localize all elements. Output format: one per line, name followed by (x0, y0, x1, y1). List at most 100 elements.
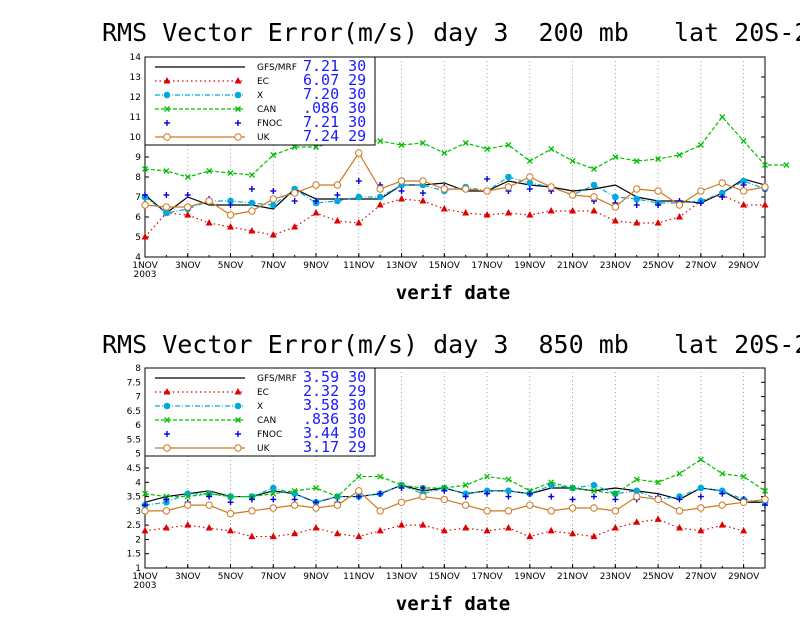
data-point (718, 189, 726, 197)
data-point (184, 174, 191, 180)
y-tick-label: 5 (135, 450, 141, 460)
x-tick-label: 15NOV (429, 261, 461, 271)
legend-label: X (257, 402, 263, 412)
data-point (547, 183, 555, 191)
data-point (163, 388, 171, 395)
data-point (235, 120, 241, 126)
data-point (461, 501, 470, 509)
data-point (526, 501, 534, 509)
data-point (590, 207, 598, 214)
data-point (590, 504, 598, 512)
data-point (504, 507, 513, 515)
data-point (205, 501, 213, 509)
y-tick-label: 6 (135, 213, 141, 223)
data-point (654, 219, 662, 226)
data-point (184, 501, 192, 509)
data-point (206, 493, 213, 500)
series-can (142, 456, 768, 500)
data-point (269, 484, 277, 492)
data-point (483, 526, 491, 534)
data-point (718, 521, 726, 528)
legend-box (144, 367, 376, 457)
legend-stat: 2.32 29 (303, 382, 366, 400)
data-point (227, 493, 234, 500)
y-tick-label: 13 (130, 73, 141, 83)
data-point (462, 209, 470, 216)
data-point (761, 495, 769, 504)
legend-label: EC (257, 77, 269, 87)
data-point (719, 194, 726, 200)
data-point (547, 207, 555, 214)
data-point (719, 114, 726, 120)
legend-entry: EC 2.32 29 (155, 382, 366, 400)
legend-entry: FNOC 3.44 30 (164, 424, 366, 442)
data-point (526, 173, 534, 181)
x-tick-label: 3NOV (175, 261, 201, 271)
data-point (569, 207, 577, 214)
data-point (355, 493, 362, 500)
data-point (654, 495, 662, 504)
data-point (590, 532, 598, 540)
y-tick-label: 1 (135, 564, 141, 574)
data-point (739, 187, 748, 195)
data-point (291, 529, 299, 537)
data-point (376, 201, 384, 208)
legend-label: FNOC (257, 430, 282, 440)
y-tick-label: 6 (135, 421, 141, 431)
data-point (462, 482, 469, 489)
legend-stat: .836 30 (303, 410, 366, 428)
data-point (419, 197, 427, 204)
legend-box (144, 56, 376, 146)
data-point (142, 192, 148, 198)
data-point (569, 529, 577, 537)
data-point (655, 156, 662, 162)
data-point (611, 203, 620, 211)
x-tick-label: 3NOV (175, 572, 201, 582)
data-point (312, 524, 320, 531)
data-point (568, 504, 577, 512)
data-point (718, 501, 726, 509)
data-point (164, 106, 170, 112)
legend: GFS/MRF 3.59 30 EC 2.32 29 X 3.58 30 CAN .836 3… (144, 367, 376, 457)
data-point (355, 532, 363, 540)
data-point (376, 185, 384, 193)
data-point (633, 219, 641, 226)
series-fnoc (142, 485, 768, 509)
series-uk (141, 149, 769, 219)
legend-entry: UK 7.24 29 (155, 127, 366, 145)
y-tick-label: 3.5 (127, 493, 141, 503)
data-point (355, 473, 362, 480)
data-point (441, 487, 448, 494)
data-point (163, 444, 171, 452)
data-point (483, 187, 491, 195)
x-tick-label: 13NOV (386, 261, 418, 271)
x-tick-label: 5NOV (218, 261, 244, 271)
data-point (270, 490, 277, 497)
data-point (398, 521, 406, 528)
legend-entry: GFS/MRF 3.59 30 (155, 368, 366, 386)
data-point (313, 198, 320, 204)
data-point (142, 490, 148, 497)
x-tick-label: 23NOV (600, 261, 632, 271)
data-point (484, 473, 491, 480)
data-point (526, 532, 534, 540)
x-tick-label: 29NOV (728, 572, 760, 582)
data-point (762, 502, 768, 509)
data-point (740, 138, 747, 144)
data-point (568, 191, 577, 199)
legend-label: UK (257, 133, 271, 143)
data-point (397, 498, 406, 506)
y-tick-label: 8 (135, 364, 141, 374)
data-point (141, 507, 149, 515)
data-point (227, 202, 234, 208)
chart-panel-850mb: RMS Vector Error(m/s) day 3 850 mb lat 2… (102, 330, 800, 615)
x-tick-label: 7NOV (261, 572, 287, 582)
data-point (333, 529, 341, 537)
y-tick-label: 10 (130, 133, 142, 143)
x-tick-label: 25NOV (642, 572, 674, 582)
data-point (234, 444, 242, 452)
data-point (697, 142, 704, 148)
data-point (676, 470, 683, 477)
